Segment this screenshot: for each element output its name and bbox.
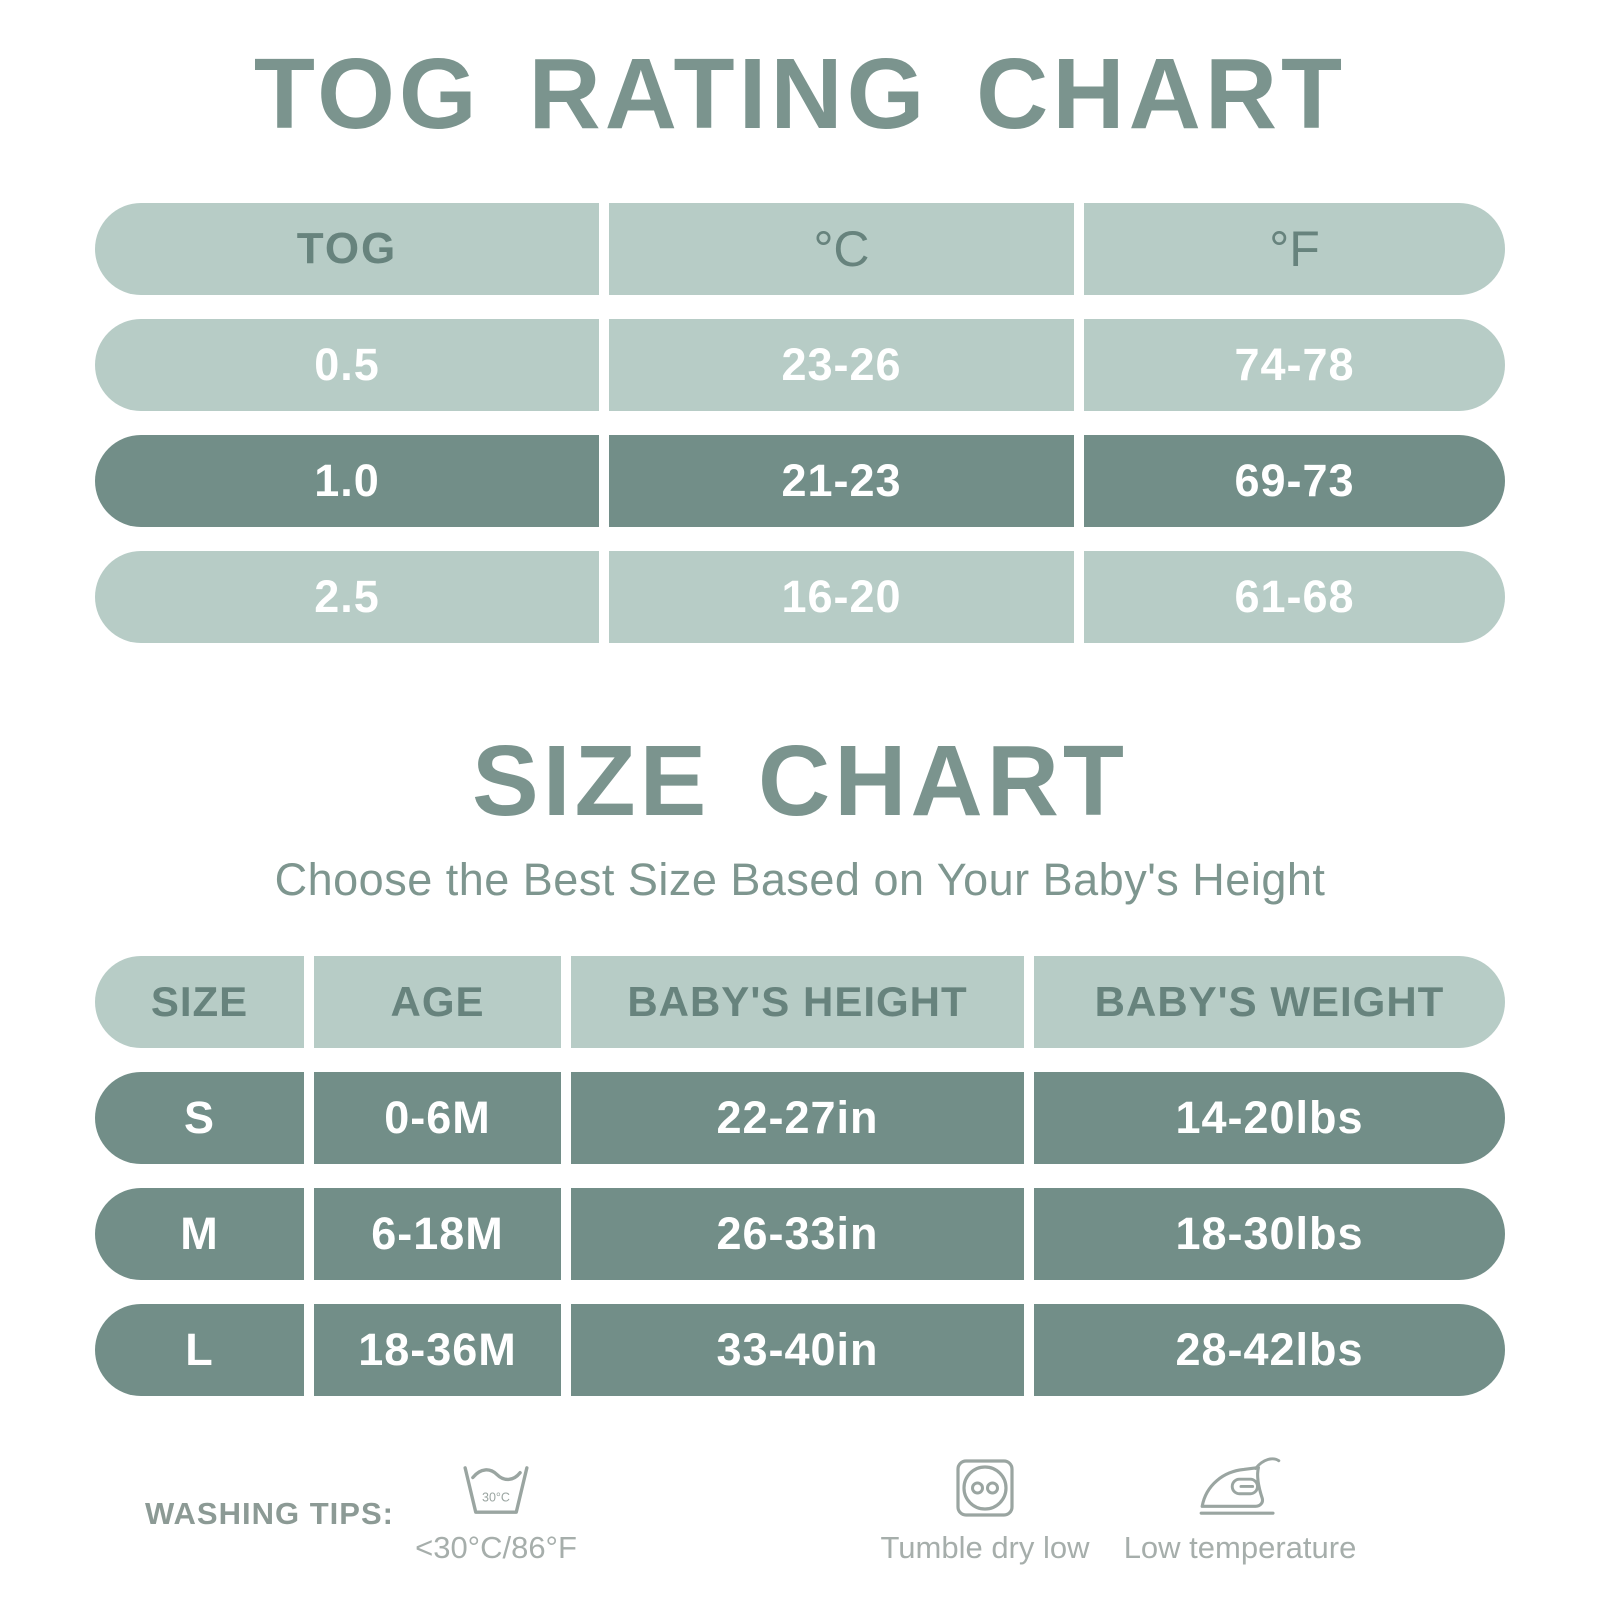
- age-value-cell: 18-36M: [314, 1304, 561, 1396]
- fahrenheit-value-cell: 69-73: [1084, 435, 1505, 527]
- age-value-cell: 6-18M: [314, 1188, 561, 1280]
- tog-value-cell: 0.5: [95, 319, 599, 411]
- height-header-cell: BABY'S HEIGHT: [571, 956, 1024, 1048]
- washing-tips-label: WASHING TIPS:: [145, 1496, 394, 1531]
- height-value-cell: 26-33in: [571, 1188, 1024, 1280]
- size-table: SIZE AGE BABY'S HEIGHT BABY'S WEIGHT S 0…: [95, 956, 1505, 1396]
- table-row-tog-1.0-highlighted: 1.0 21-23 69-73: [95, 435, 1505, 527]
- tog-value-cell: 2.5: [95, 551, 599, 643]
- fahrenheit-value-cell: 61-68: [1084, 551, 1505, 643]
- size-header-cell: SIZE: [95, 956, 304, 1048]
- size-table-header-row: SIZE AGE BABY'S HEIGHT BABY'S WEIGHT: [95, 956, 1505, 1048]
- age-header-cell: AGE: [314, 956, 561, 1048]
- wash-30-icon: 30°C: [463, 1466, 529, 1514]
- wash-instruction-item: 30°C <30°C/86°F: [386, 1454, 606, 1566]
- washing-tips-section: WASHING TIPS: 30°C <30°C/86°F T: [0, 1396, 1600, 1596]
- fahrenheit-header-cell: °F: [1084, 203, 1505, 295]
- tumble-dry-icon: [956, 1459, 1014, 1517]
- iron-low-icon: [1199, 1457, 1281, 1515]
- size-value-cell: M: [95, 1188, 304, 1280]
- weight-value-cell: 18-30lbs: [1034, 1188, 1505, 1280]
- tog-header-cell: TOG: [95, 203, 599, 295]
- table-row-tog-2.5: 2.5 16-20 61-68: [95, 551, 1505, 643]
- tog-chart-title: TOG RATING CHART: [253, 38, 1347, 150]
- weight-value-cell: 14-20lbs: [1034, 1072, 1505, 1164]
- table-row-size-m: M 6-18M 26-33in 18-30lbs: [95, 1188, 1505, 1280]
- weight-header-cell: BABY'S WEIGHT: [1034, 956, 1505, 1048]
- size-chart-subtitle: Choose the Best Size Based on Your Baby'…: [274, 854, 1326, 905]
- tumble-dry-item: Tumble dry low: [875, 1454, 1095, 1566]
- table-row-tog-0.5: 0.5 23-26 74-78: [95, 319, 1505, 411]
- tog-table: TOG °C °F 0.5 23-26 74-78 1.0 21-23 69-7…: [95, 203, 1505, 643]
- celsius-value-cell: 23-26: [609, 319, 1074, 411]
- table-row-size-s: S 0-6M 22-27in 14-20lbs: [95, 1072, 1505, 1164]
- celsius-value-cell: 21-23: [609, 435, 1074, 527]
- tumble-dry-caption: Tumble dry low: [880, 1530, 1090, 1565]
- size-value-cell: S: [95, 1072, 304, 1164]
- iron-low-item: Low temperature: [1124, 1454, 1356, 1566]
- celsius-value-cell: 16-20: [609, 551, 1074, 643]
- table-row-size-l: L 18-36M 33-40in 28-42lbs: [95, 1304, 1505, 1396]
- tog-table-header-row: TOG °C °F: [95, 203, 1505, 295]
- wash-caption: <30°C/86°F: [415, 1530, 577, 1565]
- height-value-cell: 33-40in: [571, 1304, 1024, 1396]
- size-value-cell: L: [95, 1304, 304, 1396]
- size-chart-title: SIZE CHART: [472, 725, 1128, 837]
- celsius-header-cell: °C: [609, 203, 1074, 295]
- tog-value-cell: 1.0: [95, 435, 599, 527]
- weight-value-cell: 28-42lbs: [1034, 1304, 1505, 1396]
- svg-text:30°C: 30°C: [482, 1491, 510, 1505]
- fahrenheit-value-cell: 74-78: [1084, 319, 1505, 411]
- height-value-cell: 22-27in: [571, 1072, 1024, 1164]
- age-value-cell: 0-6M: [314, 1072, 561, 1164]
- iron-low-caption: Low temperature: [1123, 1530, 1357, 1565]
